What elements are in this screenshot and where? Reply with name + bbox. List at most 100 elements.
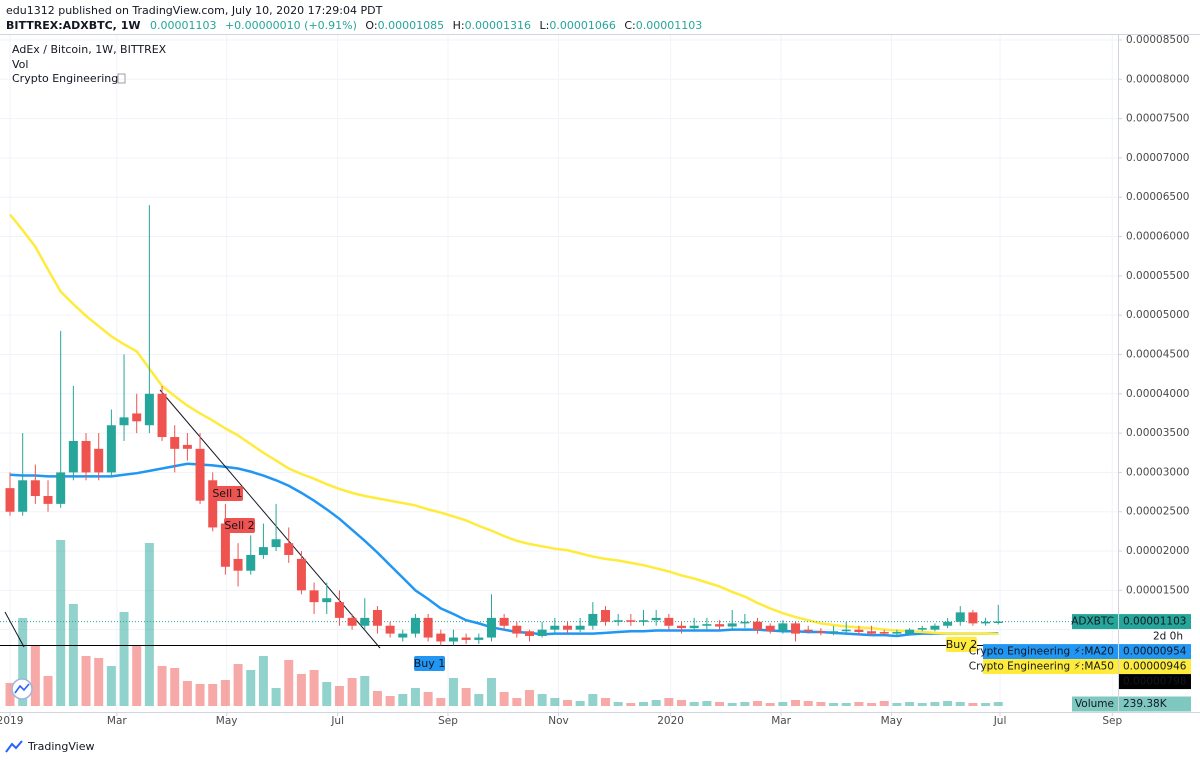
volume-bar bbox=[68, 604, 78, 706]
volume-bar bbox=[360, 676, 370, 706]
candle-body bbox=[955, 612, 965, 622]
candle-body bbox=[448, 637, 458, 642]
volume-bar bbox=[410, 688, 420, 706]
candle-body bbox=[486, 617, 496, 638]
candle-body bbox=[499, 617, 509, 626]
candle-body bbox=[410, 617, 420, 634]
sell-1-box bbox=[212, 486, 243, 501]
x-tick-label: Mar bbox=[107, 715, 127, 727]
y-tick-label: 0.00007500 bbox=[1126, 113, 1189, 125]
candle-body bbox=[474, 637, 484, 640]
volume-bar bbox=[347, 678, 357, 706]
candle-body bbox=[943, 621, 953, 626]
volume-bar bbox=[955, 702, 965, 706]
candle-layer bbox=[5, 205, 1003, 646]
volume-bar bbox=[208, 684, 218, 706]
symbol-line: BITTREX:ADXBTC, 1W 0.00001103 +0.0000001… bbox=[6, 19, 702, 32]
candle-body bbox=[119, 417, 129, 426]
ma-line bbox=[9, 213, 999, 636]
volume-bar bbox=[968, 703, 978, 706]
close-value: 0.00001103 bbox=[636, 19, 702, 32]
candle-body bbox=[892, 632, 902, 634]
candle-body bbox=[360, 617, 370, 626]
y-tick-label: 0.00002000 bbox=[1126, 545, 1189, 557]
volume-bar bbox=[94, 658, 104, 706]
tag-value: 0.00000946 bbox=[1123, 661, 1187, 673]
volume-bar bbox=[740, 702, 750, 706]
candle-body bbox=[436, 633, 446, 642]
candle-body bbox=[43, 496, 53, 504]
volume-bar bbox=[18, 618, 28, 706]
candle-body bbox=[144, 393, 154, 426]
trend-line bbox=[4, 611, 25, 648]
tag-value: 0.00000954 bbox=[1123, 646, 1187, 658]
volume-bar bbox=[398, 694, 408, 706]
symbol: BITTREX:ADXBTC, 1W bbox=[6, 19, 140, 32]
price-tags: ADXBTC 0.00001103 2d 0h Crypto Engineering … bbox=[969, 614, 1191, 712]
tag-value-box bbox=[1119, 696, 1191, 712]
volume-bar bbox=[258, 656, 268, 706]
footer-brand: TradingView bbox=[27, 740, 94, 753]
tag-name: Crypto Engineering ⚡:MA20 bbox=[969, 646, 1114, 658]
volume-bar bbox=[841, 703, 851, 706]
sell-2-text: Sell 2 bbox=[224, 519, 254, 532]
volume-bar bbox=[106, 666, 116, 706]
volume-bar bbox=[132, 646, 142, 706]
candle-body bbox=[296, 558, 306, 591]
tag-name-box bbox=[1072, 696, 1118, 712]
volume-bar bbox=[803, 701, 813, 706]
volume-bar bbox=[524, 690, 534, 706]
high-key: H: bbox=[453, 19, 465, 32]
volume-bar bbox=[385, 696, 395, 706]
candle-body bbox=[854, 629, 864, 633]
candle-body bbox=[879, 632, 889, 634]
y-tick-label: 0.00002500 bbox=[1126, 506, 1189, 518]
sell-1-label: Sell 1 bbox=[212, 486, 243, 501]
candle-body bbox=[803, 629, 813, 632]
sell-1-text: Sell 1 bbox=[212, 487, 242, 500]
candle-body bbox=[639, 620, 649, 622]
candle-body bbox=[702, 624, 712, 626]
tag-name-box bbox=[1072, 614, 1118, 630]
x-tick-label: 2020 bbox=[657, 715, 684, 727]
volume-bar bbox=[905, 702, 915, 706]
volume-bar bbox=[867, 703, 877, 706]
low-value: 0.00001066 bbox=[549, 19, 615, 32]
y-tick-label: 0.00008000 bbox=[1126, 73, 1189, 85]
info-icon bbox=[117, 73, 126, 84]
volume-bar bbox=[715, 702, 725, 706]
candle-body bbox=[220, 523, 230, 567]
volume-bar bbox=[651, 700, 661, 706]
low-key: L: bbox=[540, 19, 550, 32]
candle-body bbox=[715, 624, 725, 627]
volume-bar bbox=[436, 698, 446, 706]
candle-body bbox=[791, 623, 801, 634]
y-tick-label: 0.00004000 bbox=[1126, 388, 1189, 400]
volume-bar bbox=[144, 543, 154, 706]
volume-bar bbox=[727, 703, 737, 706]
volume-bar bbox=[981, 703, 991, 706]
candle-body bbox=[56, 472, 66, 504]
candle-body bbox=[5, 488, 15, 512]
tag-name-box bbox=[983, 659, 1118, 675]
volume-bar bbox=[677, 700, 687, 706]
volume-bar bbox=[233, 664, 243, 706]
volume-bar bbox=[246, 670, 256, 706]
x-tick-label: Sep bbox=[1102, 715, 1122, 727]
tag-name-box bbox=[983, 644, 1118, 660]
volume-bar bbox=[588, 694, 598, 706]
buy-1-text: Buy 1 bbox=[414, 657, 446, 670]
volume-bar bbox=[170, 668, 180, 706]
y-tick-label: 0.00005000 bbox=[1126, 309, 1189, 321]
x-tick-label: Jul bbox=[330, 715, 344, 727]
volume-bar bbox=[372, 691, 382, 706]
high-value: 0.00001316 bbox=[465, 19, 531, 32]
volume-bar bbox=[689, 702, 699, 706]
candle-body bbox=[182, 444, 192, 449]
volume-bar bbox=[322, 682, 332, 706]
x-tick-label: May bbox=[881, 715, 903, 727]
candle-body bbox=[930, 625, 940, 630]
candle-body bbox=[981, 621, 991, 624]
volume-bar bbox=[486, 678, 496, 706]
